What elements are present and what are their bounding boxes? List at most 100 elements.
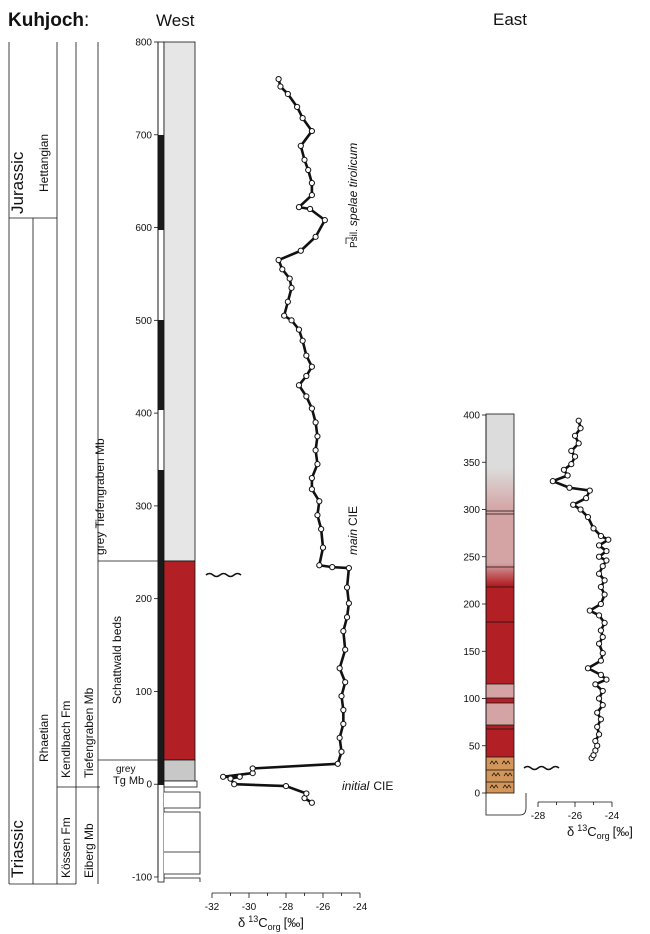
isotope-data-point <box>220 773 227 780</box>
isotope-data-point <box>345 564 352 572</box>
eiberg-limestone-beds <box>164 791 201 882</box>
y-tick-label: 800 <box>135 38 152 49</box>
isotope-data-point <box>338 748 345 755</box>
isotope-data-point <box>595 612 603 619</box>
y-tick-label: 50 <box>469 741 481 752</box>
y-tick-label: 300 <box>135 501 152 512</box>
west-annotations: Psil.spelae tirolicum mainCIE initial CIE <box>205 143 393 793</box>
isotope-data-point <box>231 781 238 788</box>
x-tick-label: -32 <box>205 902 220 913</box>
isotope-data-point <box>314 461 321 468</box>
system-triassic-label: Triassic <box>8 820 27 878</box>
isotope-data-point <box>316 562 323 569</box>
hiatus-wavy-line-west <box>205 572 242 578</box>
east-lithologic-column <box>485 413 560 816</box>
isotope-series-line <box>221 78 351 804</box>
isotope-data-point <box>275 256 282 264</box>
isotope-data-point <box>295 204 303 211</box>
member-eiberg-label: Eiberg Mb <box>82 823 96 878</box>
y-tick-label: 500 <box>135 316 152 327</box>
isotope-data-point <box>249 765 256 772</box>
y-tick-label: 0 <box>146 780 152 791</box>
isotope-data-point <box>308 191 315 199</box>
unit-schattwald-label: Schattwald beds <box>110 616 124 704</box>
y-tick-label: 700 <box>135 130 152 141</box>
isotope-data-point <box>303 393 310 400</box>
isotope-data-point <box>577 506 584 513</box>
isotope-data-point <box>597 627 605 634</box>
isotope-data-point <box>297 247 304 254</box>
isotope-data-point <box>295 326 303 333</box>
isotope-data-point <box>288 284 295 291</box>
x-tick-label: -26 <box>568 811 583 822</box>
isotope-data-point <box>319 544 327 551</box>
isotope-data-point <box>301 156 308 163</box>
isotope-data-point <box>599 650 606 657</box>
isotope-data-point <box>594 709 601 716</box>
west-carbon-isotope-curve <box>220 76 352 806</box>
isotope-data-point <box>340 706 347 714</box>
east-x-axis-label: δ 13Corg [‰] <box>567 823 633 841</box>
east-carbon-isotope-curve <box>549 417 612 762</box>
isotope-data-point <box>308 486 315 493</box>
main-cie-label: mainCIE <box>346 506 360 555</box>
isotope-data-point <box>340 628 347 635</box>
isotope-data-point <box>336 665 343 672</box>
isotope-data-point <box>338 692 345 700</box>
isotope-data-point <box>284 90 291 98</box>
isotope-data-point <box>308 474 315 482</box>
isotope-data-point <box>595 542 603 549</box>
x-tick-label: -28 <box>531 811 546 822</box>
y-tick-label: -100 <box>132 873 152 884</box>
isotope-data-point <box>584 665 592 672</box>
unit-tg-label: Tg Mb <box>113 775 144 787</box>
isotope-data-point <box>284 298 291 305</box>
isotope-data-point <box>603 547 610 555</box>
isotope-data-point <box>571 453 579 460</box>
west-x-axis-label: δ 13Corg [‰] <box>238 914 304 932</box>
isotope-data-point <box>586 487 593 494</box>
isotope-data-point <box>570 501 577 508</box>
isotope-data-point <box>343 614 351 621</box>
isotope-data-point <box>288 317 295 324</box>
isotope-data-point <box>595 640 603 647</box>
isotope-data-point <box>595 570 603 577</box>
isotope-data-point <box>282 782 290 790</box>
isotope-data-point <box>295 382 303 389</box>
isotope-data-point <box>236 773 243 780</box>
x-tick-label: -30 <box>242 902 257 913</box>
y-tick-label: 200 <box>135 594 152 605</box>
isotope-data-point <box>601 591 608 598</box>
isotope-data-point <box>603 676 610 683</box>
isotope-data-point <box>303 372 310 380</box>
table-labels: Triassic Jurassic Rhaetian Hettangian Kö… <box>8 134 144 878</box>
locality-title: Kuhjoch: <box>8 10 89 31</box>
isotope-data-point <box>275 76 282 83</box>
y-tick-label: 400 <box>135 409 152 420</box>
x-tick-label: -24 <box>353 902 368 913</box>
y-tick-label: 300 <box>463 505 480 516</box>
y-tick-label: 100 <box>463 694 480 705</box>
isotope-data-point <box>312 419 319 426</box>
isotope-data-point <box>321 217 328 224</box>
isotope-data-point <box>599 687 606 695</box>
isotope-data-point <box>599 563 606 570</box>
isotope-data-point <box>294 103 301 111</box>
isotope-data-point <box>314 512 321 519</box>
isotope-data-point <box>597 716 605 723</box>
isotope-data-point <box>312 233 319 240</box>
west-x-axis: -32 -30 -28 -26 -24 <box>205 892 368 913</box>
isotope-data-point <box>605 536 612 543</box>
x-tick-label: -24 <box>605 811 620 822</box>
east-x-axis: -28 -26 -24 <box>531 801 620 822</box>
isotope-data-point <box>329 564 336 571</box>
isotope-data-point <box>586 607 593 614</box>
x-tick-label: -26 <box>316 902 331 913</box>
isotope-data-point <box>597 671 605 678</box>
initial-cie-label: initial CIE <box>342 779 393 793</box>
east-y-axis: 0 50 100 150 200 250 300 350 400 <box>463 411 487 800</box>
isotope-data-point <box>342 679 349 686</box>
isotope-data-point <box>286 275 293 282</box>
isotope-data-point <box>583 495 590 502</box>
isotope-data-point <box>312 447 319 454</box>
